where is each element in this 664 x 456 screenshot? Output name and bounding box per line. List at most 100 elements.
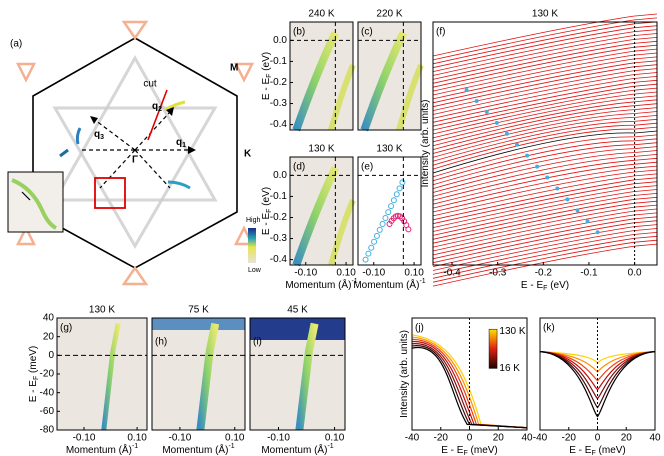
edc-curve (432, 103, 658, 147)
x-tick-label: -0.10 (267, 433, 290, 444)
y-tick-label: -0.3 (270, 233, 288, 244)
peak-point (585, 219, 590, 224)
x-tick-label: 0.10 (336, 268, 356, 279)
dispersion-point (382, 215, 389, 222)
label-part: -1 (132, 443, 138, 450)
label-part: (meV) (468, 445, 498, 456)
axis-label: E - EF (eV) (521, 280, 569, 292)
edc-curve (432, 118, 658, 162)
edc-curve (432, 60, 658, 104)
arrowheads (90, 107, 196, 154)
colorbar-low: Low (248, 267, 262, 274)
x-tick-label: 0.10 (404, 268, 424, 279)
edc-curve (432, 87, 658, 131)
y-tick-label: -0.4 (270, 119, 288, 130)
edc-curve (432, 115, 658, 158)
label-part: ) (416, 280, 419, 291)
label-text: Momentum (Å (285, 278, 348, 291)
edc-curve (432, 13, 658, 57)
label-text: Intensity (arb. units) (399, 330, 410, 418)
axis-label: Momentum (Å)-1 (162, 443, 234, 456)
label-part: F (33, 376, 40, 380)
edc-curve (432, 29, 658, 72)
label-text: Momentum (Å (66, 443, 129, 456)
panel-title: 130 K (376, 144, 402, 155)
peak-point (595, 230, 600, 235)
edc-curve (432, 157, 658, 201)
panel-a: (a) cut Γ M K q1 q2 q3 High Low (7, 20, 262, 286)
x-tick-label: 20 (493, 433, 505, 444)
peak-point (464, 88, 469, 93)
peak-point (545, 175, 550, 180)
label-part: F (463, 450, 467, 456)
edc-curve (432, 150, 658, 193)
edc-curve (432, 165, 658, 209)
panel-label: (a) (10, 39, 22, 50)
gap-edge (152, 318, 245, 330)
panel-frame (151, 317, 246, 431)
axis-label: Momentum (Å)-1 (261, 443, 333, 456)
x-tick-label: -0.10 (73, 433, 96, 444)
m-label: M (230, 63, 238, 74)
panel: (k) -40 -20 0 20 40 (533, 317, 661, 444)
edc-curve (432, 228, 658, 271)
edc-curve (432, 76, 658, 119)
band (292, 166, 339, 267)
x-tick-label: 40 (521, 433, 533, 444)
inset-band (11, 178, 57, 230)
temperature-curve (539, 351, 656, 391)
y-tick-label: 0.0 (273, 170, 287, 181)
dispersion-point (376, 226, 383, 233)
q-index: 2 (158, 106, 162, 113)
edc-curve (432, 64, 658, 108)
band (196, 322, 220, 431)
edc-curve (432, 204, 658, 248)
edc-curve (432, 95, 658, 139)
panel-label: (b) (293, 27, 305, 38)
edc-curve (432, 193, 658, 236)
axis-label: Intensity (arb. units) (420, 100, 431, 188)
edc-curve (432, 235, 658, 279)
edc-curve (432, 181, 658, 225)
edc-curve (432, 91, 658, 135)
panel-label: (i) (253, 337, 262, 348)
x-tick-label: 0.10 (325, 433, 345, 444)
panel: (c)220 K (357, 9, 424, 132)
panel: (d)130 K 0.0 -0.1 -0.2 -0.3 -0.4 -0.10 0.10 (270, 144, 356, 279)
label-part: (eV) (261, 187, 272, 209)
panel-label: (j) (415, 323, 424, 334)
label-text: E - E (569, 445, 592, 456)
x-tick-label: -0.4 (443, 268, 461, 279)
edc-curve (432, 52, 658, 96)
panel: (b)240 K 0.0 -0.1 -0.2 -0.3 -0.4 (270, 9, 356, 132)
x-tick-label: -40 (405, 433, 420, 444)
panel: (e)130 K -0.10 0.10 (357, 144, 424, 279)
label-part: (eV) (547, 280, 569, 291)
peak-point (474, 98, 479, 103)
edc-curve (432, 83, 658, 127)
panel-label: (g) (60, 323, 72, 334)
panel-title: 130 K (89, 305, 115, 316)
temperature-curve (411, 345, 528, 429)
q-index: 3 (100, 134, 104, 141)
label-part: ) (129, 445, 132, 456)
label-part: ) (225, 445, 228, 456)
x-tick-label: -0.2 (535, 268, 553, 279)
x-tick-label: -40 (533, 433, 548, 444)
band (295, 322, 319, 431)
q-index: 1 (182, 142, 186, 149)
label-part: -1 (327, 443, 333, 450)
q: q (176, 137, 182, 148)
peak-point (484, 109, 489, 114)
panel-label: (k) (543, 323, 555, 334)
panel-frame (357, 156, 422, 266)
edc-curve (432, 185, 658, 228)
edc-curve (432, 107, 658, 150)
y-tick-label: -0.1 (270, 191, 288, 202)
label-part: -1 (351, 278, 357, 285)
label-part: ) (324, 445, 327, 456)
peak-point (565, 197, 570, 202)
label-text: Momentum (Å (261, 443, 324, 456)
edc-curve (432, 216, 658, 260)
